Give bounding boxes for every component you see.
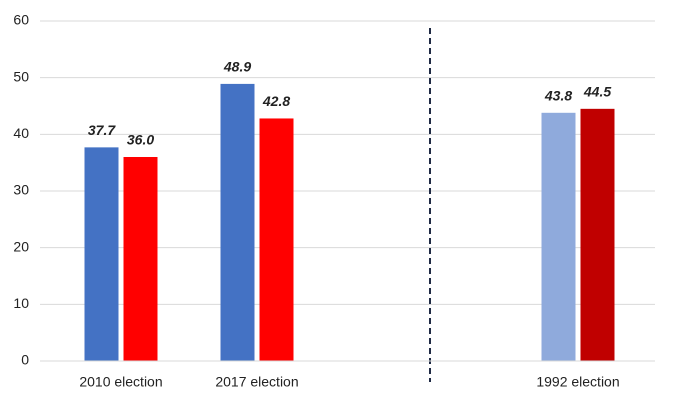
value-label: 42.8 [262, 93, 290, 109]
y-tick-label: 0 [21, 352, 29, 368]
bar [541, 112, 576, 361]
x-tick-label: 1992 election [536, 374, 619, 390]
y-tick-label: 50 [13, 68, 29, 84]
bar [580, 108, 615, 361]
x-tick-label: 2010 election [79, 374, 162, 390]
value-label: 43.8 [544, 88, 572, 104]
bar [123, 157, 158, 361]
y-tick-label: 20 [13, 238, 29, 254]
value-label: 37.7 [88, 122, 116, 138]
y-tick-label: 40 [13, 125, 29, 141]
bar [84, 147, 119, 361]
bar [259, 118, 294, 361]
x-tick-label: 2017 election [215, 374, 298, 390]
y-tick-label: 60 [13, 12, 29, 28]
y-tick-label: 30 [13, 182, 29, 198]
bar [220, 83, 255, 362]
value-label: 44.5 [583, 84, 611, 100]
value-label: 36.0 [127, 132, 154, 148]
value-label: 48.9 [223, 59, 251, 75]
y-tick-label: 10 [13, 295, 29, 311]
